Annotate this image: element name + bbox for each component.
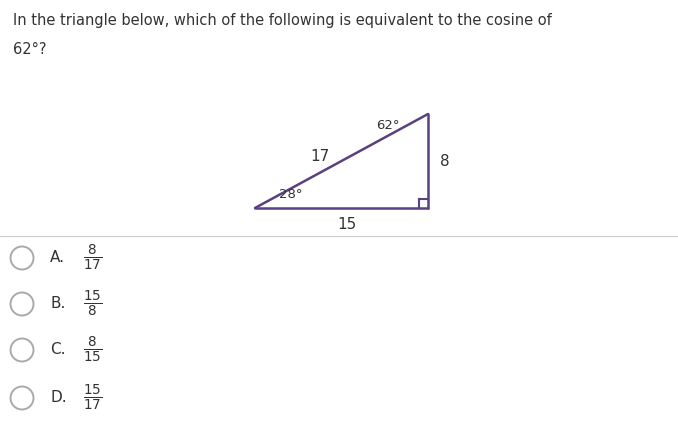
Text: 62°?: 62°? <box>13 42 47 57</box>
Text: 15: 15 <box>337 216 356 231</box>
Text: D.: D. <box>50 391 66 405</box>
Text: 8: 8 <box>440 153 450 169</box>
Text: $\frac{8}{15}$: $\frac{8}{15}$ <box>83 335 102 365</box>
Text: $\frac{15}{8}$: $\frac{15}{8}$ <box>83 289 102 319</box>
Text: A.: A. <box>50 251 65 265</box>
Text: $\frac{15}{17}$: $\frac{15}{17}$ <box>83 383 102 413</box>
Text: 28°: 28° <box>279 188 302 201</box>
Text: C.: C. <box>50 343 66 358</box>
Text: 17: 17 <box>310 149 329 164</box>
Text: 62°: 62° <box>376 119 400 132</box>
Text: $\frac{8}{17}$: $\frac{8}{17}$ <box>83 243 102 273</box>
Text: B.: B. <box>50 297 65 311</box>
Text: In the triangle below, which of the following is equivalent to the cosine of: In the triangle below, which of the foll… <box>13 13 552 28</box>
